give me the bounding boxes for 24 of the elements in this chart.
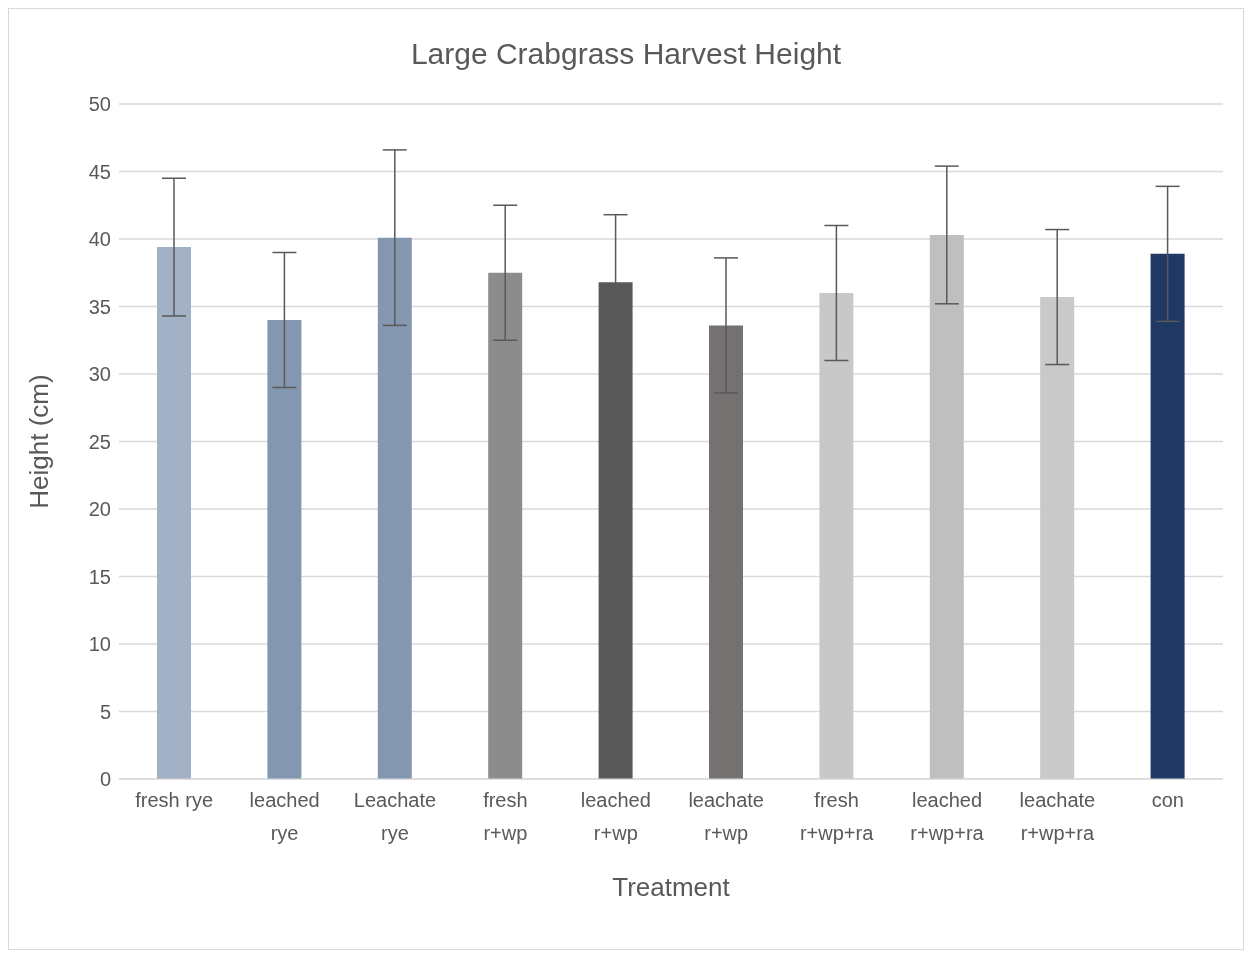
x-tick-label: fresh r+wp bbox=[483, 789, 528, 844]
x-tick-label: leachate r+wp bbox=[688, 789, 765, 844]
y-tick-label: 0 bbox=[99, 768, 111, 791]
x-tick-label: leachate r+wp+ra bbox=[1019, 789, 1096, 844]
x-tick-label: leached rye bbox=[249, 789, 320, 844]
y-tick-label: 35 bbox=[88, 295, 111, 318]
x-tick-label: fresh rye bbox=[135, 789, 214, 811]
x-tick-label: leached r+wp bbox=[580, 789, 651, 844]
x-tick-label: Leachate rye bbox=[353, 789, 437, 844]
x-tick-label: con bbox=[1151, 789, 1184, 811]
y-axis-title: Height (cm) bbox=[24, 374, 55, 509]
y-tick-label: 30 bbox=[88, 363, 111, 386]
y-tick-label: 5 bbox=[99, 700, 111, 723]
y-tick-label: 45 bbox=[88, 160, 111, 183]
y-tick-label: 10 bbox=[88, 633, 111, 656]
y-tick-label: 50 bbox=[88, 93, 111, 116]
y-tick-label: 25 bbox=[88, 430, 111, 453]
x-axis-title: Treatment bbox=[612, 872, 731, 902]
y-tick-label: 15 bbox=[88, 565, 111, 588]
chart-title: Large Crabgrass Harvest Height bbox=[409, 37, 843, 71]
x-tick-label: fresh r+wp+ra bbox=[799, 789, 875, 844]
y-tick-label: 40 bbox=[88, 228, 111, 251]
x-tick-label: leached r+wp+ra bbox=[910, 789, 985, 844]
y-tick-label: 20 bbox=[88, 498, 111, 521]
